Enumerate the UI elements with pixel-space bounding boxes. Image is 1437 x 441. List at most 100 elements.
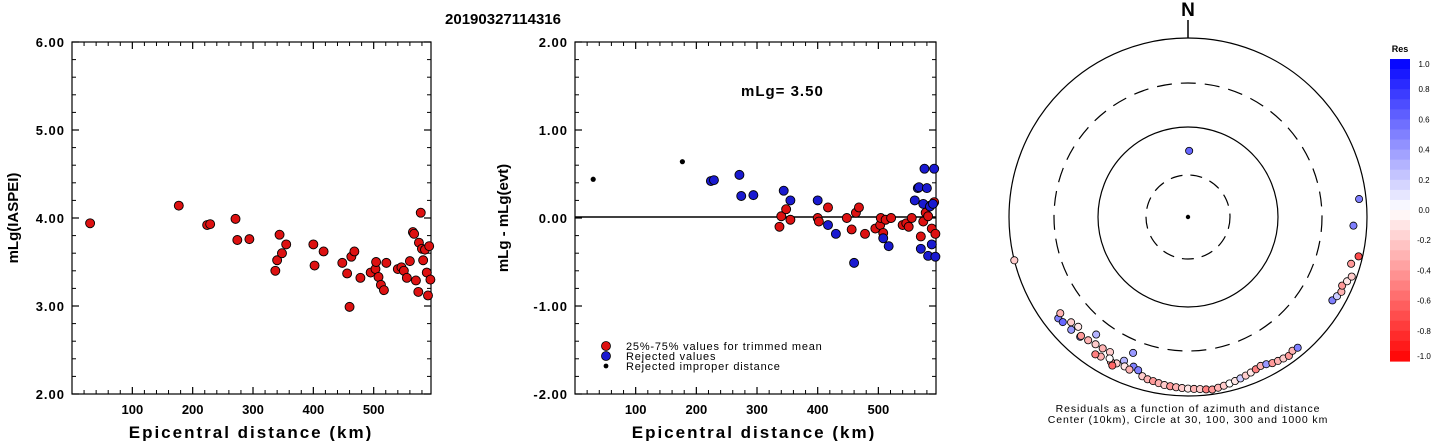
polar-caption-line1: Residuals as a function of azimuth and d… xyxy=(1056,403,1321,415)
colorbar-tick-label: -0.4 xyxy=(1417,266,1431,275)
y-tick-label: -1.00 xyxy=(533,299,568,314)
station-residual-point xyxy=(1125,365,1134,374)
station-residual-point xyxy=(1349,221,1358,230)
colorbar-tick-label: -0.2 xyxy=(1417,236,1431,245)
data-point-rejected xyxy=(849,257,860,268)
colorbar-cell xyxy=(1390,109,1410,120)
colorbar-cell xyxy=(1390,230,1410,241)
legend-used-label: 25%-75% values for trimmed mean xyxy=(626,341,823,353)
panel2-x-label: Epicentral distance (km) xyxy=(632,423,877,441)
station-residual-point xyxy=(1185,146,1194,155)
colorbar-cell xyxy=(1390,260,1410,271)
y-tick-label: 4.00 xyxy=(36,211,65,226)
station-residual-point xyxy=(1293,343,1302,352)
data-point-rejected xyxy=(708,175,719,186)
station-residual-point xyxy=(1091,350,1100,359)
colorbar-gradient xyxy=(1390,59,1410,362)
data-point-used xyxy=(418,255,429,266)
station-residual-point xyxy=(1056,309,1065,318)
panel2-y-axis: -2.00 -1.00 0.00 1.00 2.00 xyxy=(533,35,936,402)
panel1-frame xyxy=(71,41,432,395)
magnitude-annotation: mLg= 3.50 xyxy=(741,83,824,100)
data-point-used xyxy=(906,213,917,223)
residual-colorbar: Res 1.0 0.8 0.6 0.4 0.2 0.0 -0.2 -0.4 -0.6 -0.8 -1… xyxy=(1390,44,1431,362)
panel2-y-label: mLg - mLg(evt) xyxy=(495,164,512,272)
colorbar-cell xyxy=(1390,129,1410,141)
colorbar-cell xyxy=(1390,189,1410,201)
x-tick-label: 500 xyxy=(868,402,890,417)
data-point-used xyxy=(274,229,285,240)
panel1-y-label: mLg(IASPEI) xyxy=(5,173,22,264)
data-point-used xyxy=(371,257,382,267)
legend-used-marker xyxy=(601,341,611,351)
x-tick-label: 300 xyxy=(242,402,264,417)
data-point-used xyxy=(425,274,436,285)
data-point-rejected xyxy=(926,239,937,250)
station-residual-point xyxy=(1098,344,1107,353)
x-tick-label: 400 xyxy=(807,402,829,417)
north-label: N xyxy=(1181,0,1195,21)
colorbar-cell xyxy=(1390,169,1410,181)
data-point-used xyxy=(841,213,852,223)
data-point-used xyxy=(272,255,283,266)
figure-title: 20190327114316 xyxy=(445,11,561,28)
data-point-rejected xyxy=(919,163,930,174)
data-point-used xyxy=(342,268,353,279)
data-point-used xyxy=(853,202,864,213)
station-residual-point xyxy=(1338,281,1347,290)
colorbar-tick-label: 0.0 xyxy=(1418,206,1430,215)
colorbar-tick-label: 0.6 xyxy=(1418,115,1430,124)
station-residual-point xyxy=(1084,336,1093,345)
data-point-used xyxy=(776,211,787,222)
data-point-used xyxy=(423,290,433,301)
data-point-used xyxy=(349,246,360,257)
data-point-used xyxy=(785,214,796,225)
data-point-used xyxy=(781,204,792,215)
panel1-x-label: Epicentral distance (km) xyxy=(129,423,374,441)
colorbar-cell xyxy=(1390,300,1410,312)
data-point-used xyxy=(886,213,897,223)
colorbar-cell xyxy=(1390,99,1410,110)
colorbar-tick-label: -1.0 xyxy=(1417,352,1431,361)
station-residual-point xyxy=(1074,322,1083,331)
x-tick-label: 300 xyxy=(746,402,768,417)
y-tick-label: 1.00 xyxy=(539,123,568,138)
y-tick-label: 5.00 xyxy=(36,123,65,138)
data-point-used xyxy=(409,228,420,239)
data-point-used xyxy=(381,257,392,268)
data-point-rejected xyxy=(748,190,759,201)
data-point-rejected xyxy=(921,183,932,194)
colorbar-cell xyxy=(1390,280,1410,292)
colorbar-cell xyxy=(1390,240,1410,251)
data-point-rejected xyxy=(930,251,941,262)
data-point-used xyxy=(309,260,320,271)
x-tick-label: 200 xyxy=(685,402,707,417)
data-point-used xyxy=(173,200,184,211)
station-residual-point xyxy=(1058,318,1067,327)
data-point-rejected xyxy=(878,233,889,244)
panel1-y-axis: 2.00 3.00 4.00 5.00 6.00 xyxy=(36,35,431,402)
colorbar-cell xyxy=(1390,79,1410,90)
station-residual-point xyxy=(1354,252,1363,261)
colorbar-cell xyxy=(1390,220,1410,231)
x-tick-label: 400 xyxy=(302,402,324,417)
y-tick-label: 3.00 xyxy=(36,299,65,314)
x-tick-label: 500 xyxy=(363,402,385,417)
data-point-used xyxy=(232,235,243,245)
colorbar-cell xyxy=(1390,139,1410,151)
station-residual-point xyxy=(1092,330,1101,339)
y-tick-label: 0.00 xyxy=(539,211,568,226)
data-point-improper xyxy=(679,159,685,165)
colorbar-cell xyxy=(1390,119,1410,131)
legend-rejected-label: Rejected values xyxy=(626,351,716,363)
panel1-x-axis: 100 200 300 400 500 xyxy=(83,42,423,417)
ring-300km xyxy=(1053,82,1323,352)
data-point-used xyxy=(337,257,348,268)
station-residual-point xyxy=(1091,340,1100,349)
data-point-improper xyxy=(590,176,596,182)
x-tick-label: 100 xyxy=(121,402,143,417)
y-tick-label: -2.00 xyxy=(533,387,568,402)
data-point-used xyxy=(813,216,824,227)
data-point-used xyxy=(344,301,355,312)
